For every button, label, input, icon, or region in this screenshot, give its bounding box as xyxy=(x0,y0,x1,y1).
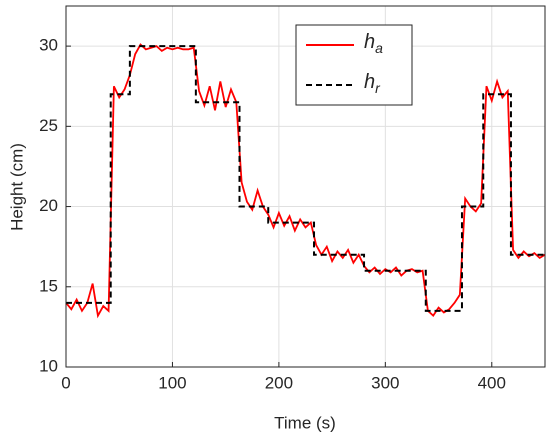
series-line xyxy=(66,45,545,312)
y-tick-label: 10 xyxy=(39,356,58,375)
legend-label-sub: r xyxy=(375,80,381,96)
legend-label-sub: a xyxy=(375,40,383,56)
y-axis-label: Height (cm) xyxy=(7,143,26,231)
y-tick-label: 30 xyxy=(39,36,58,55)
legend-label-base: h xyxy=(364,31,375,53)
x-tick-label: 300 xyxy=(371,373,399,392)
y-tick-label: 25 xyxy=(39,116,58,135)
x-tick-label: 0 xyxy=(61,373,70,392)
x-tick-label: 200 xyxy=(265,373,293,392)
x-axis-label: Time (s) xyxy=(274,413,336,432)
series-line xyxy=(65,43,546,319)
y-tick-label: 15 xyxy=(39,276,58,295)
x-tick-label: 100 xyxy=(158,373,186,392)
legend-label-base: h xyxy=(364,71,375,93)
x-tick-label: 400 xyxy=(478,373,506,392)
y-tick-label: 20 xyxy=(39,196,58,215)
legend-label: hr xyxy=(364,71,381,95)
legend-label: ha xyxy=(364,31,383,55)
legend-box xyxy=(295,24,413,106)
plot-frame xyxy=(65,5,546,368)
